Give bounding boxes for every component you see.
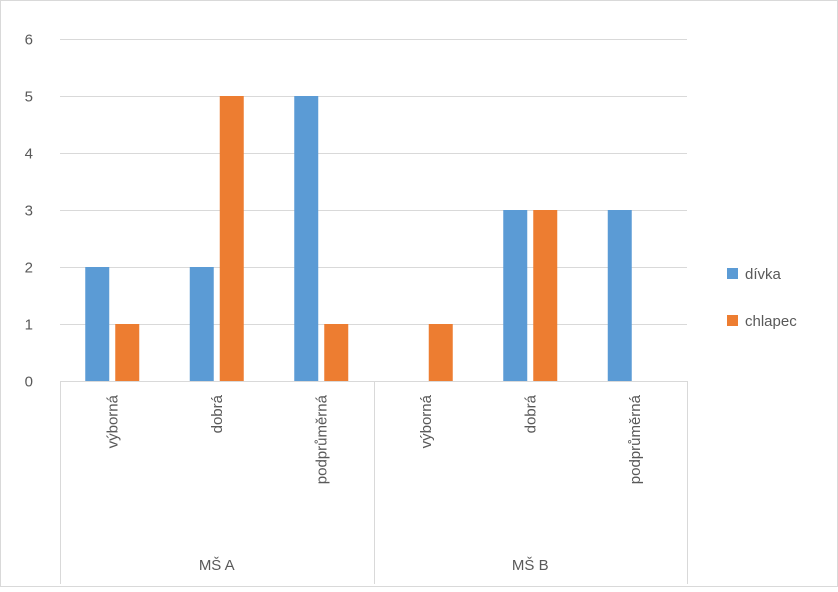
x-tick-label: podprůměrná <box>313 394 330 484</box>
x-group-label: MŠ B <box>512 557 549 574</box>
y-tick-label: 3 <box>25 203 33 220</box>
bar-chlapec-4 <box>533 210 558 381</box>
y-tick-label: 0 <box>25 374 33 391</box>
x-tick-label: podprůměrná <box>627 394 644 484</box>
bars <box>85 96 632 381</box>
x-axis: výborná dobrá podprůměrná výborná dobrá podpr… <box>60 381 688 584</box>
y-tick-label: 1 <box>25 317 33 334</box>
bar-dívka-5 <box>607 210 632 381</box>
x-group-label: MŠ A <box>199 557 235 574</box>
legend-label: dívka <box>745 266 782 283</box>
y-tick-label: 4 <box>25 146 33 163</box>
y-tick-label: 2 <box>25 260 33 277</box>
bar-chlapec-0 <box>115 324 140 381</box>
bar-chlapec-3 <box>428 324 453 381</box>
bar-dívka-0 <box>85 267 110 381</box>
x-tick-label: dobrá <box>209 394 226 433</box>
x-tick-label: výborná <box>104 394 121 448</box>
gridlines <box>60 39 687 382</box>
y-tick-label: 5 <box>25 89 33 106</box>
bar-chlapec-2 <box>324 324 349 381</box>
legend-swatch-dívka <box>727 268 738 279</box>
x-tick-label: dobrá <box>522 394 539 433</box>
x-tick-label: výborná <box>418 394 435 448</box>
y-axis-ticks: 0 1 2 3 4 5 6 <box>25 32 33 391</box>
legend: dívka chlapec <box>727 266 797 330</box>
bar-dívka-1 <box>189 267 214 381</box>
legend-label: chlapec <box>745 313 797 330</box>
bar-dívka-2 <box>294 96 319 381</box>
bar-dívka-4 <box>503 210 528 381</box>
legend-swatch-chlapec <box>727 315 738 326</box>
y-tick-label: 6 <box>25 32 33 49</box>
bar-chlapec-1 <box>219 96 244 381</box>
